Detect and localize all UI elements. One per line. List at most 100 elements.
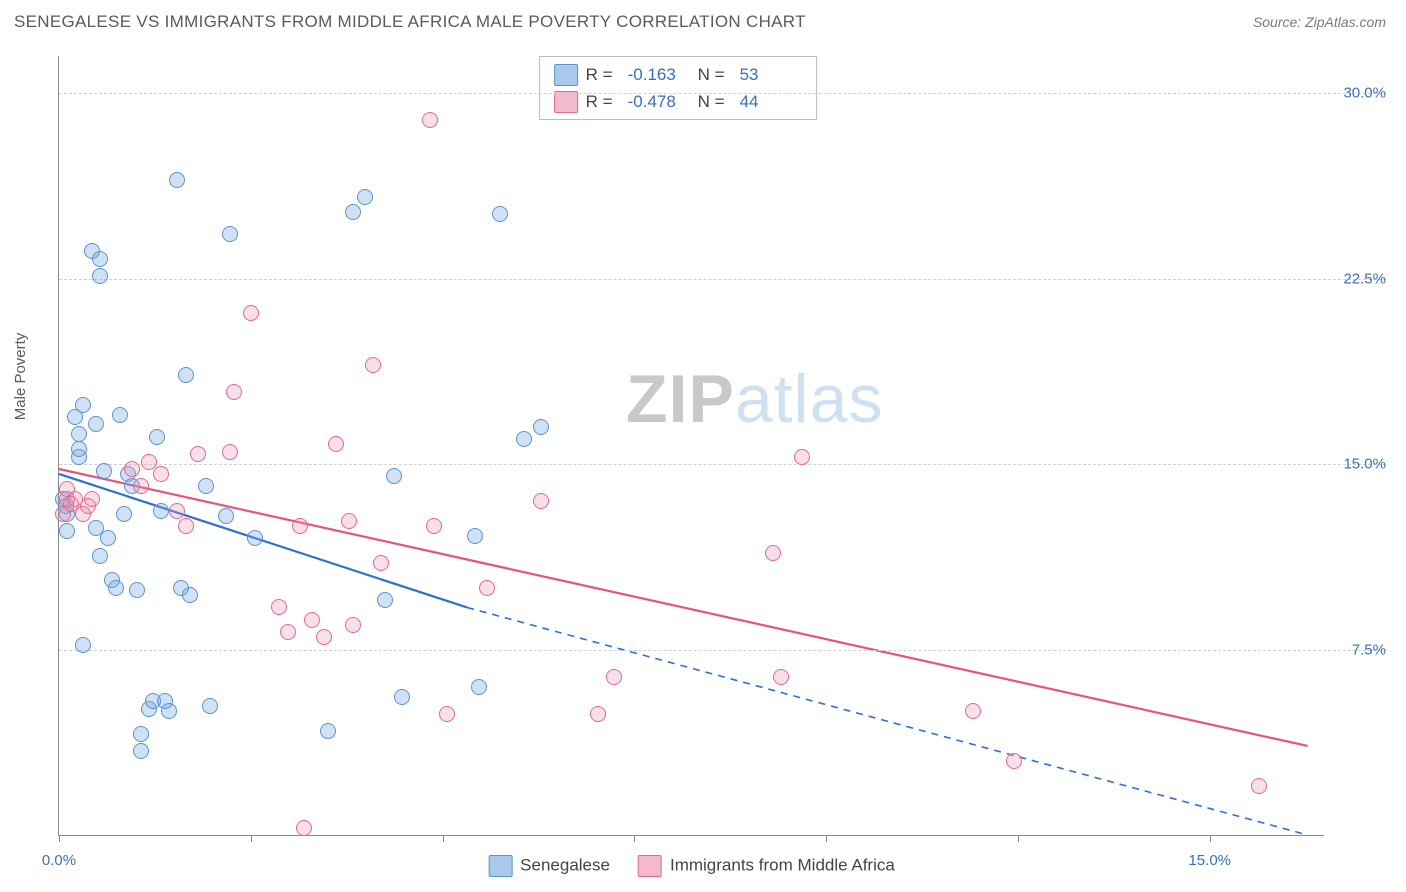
data-point (153, 466, 169, 482)
data-point (222, 444, 238, 460)
data-point (296, 820, 312, 836)
watermark-light: atlas (735, 361, 884, 437)
data-point (218, 508, 234, 524)
data-point (386, 468, 402, 484)
watermark-bold: ZIP (626, 361, 735, 437)
correlation-legend: R =-0.163N =53R =-0.478N =44 (539, 56, 817, 120)
series-legend-item: Senegalese (488, 855, 610, 877)
data-point (116, 506, 132, 522)
legend-swatch (554, 64, 578, 86)
data-point (243, 305, 259, 321)
data-point (357, 189, 373, 205)
series-label: Senegalese (520, 855, 610, 874)
data-point (112, 407, 128, 423)
data-point (280, 624, 296, 640)
data-point (492, 206, 508, 222)
x-tick (1018, 835, 1019, 842)
source-label: Source: ZipAtlas.com (1253, 14, 1386, 30)
data-point (133, 743, 149, 759)
data-point (92, 548, 108, 564)
data-point (479, 580, 495, 596)
data-point (377, 592, 393, 608)
series-legend-item: Immigrants from Middle Africa (638, 855, 895, 877)
data-point (149, 429, 165, 445)
data-point (92, 251, 108, 267)
gridline (59, 279, 1386, 280)
data-point (533, 493, 549, 509)
data-point (169, 503, 185, 519)
x-tick-label: 0.0% (42, 852, 76, 869)
gridline (59, 464, 1386, 465)
data-point (590, 706, 606, 722)
x-tick-label: 15.0% (1188, 852, 1231, 869)
chart-title: SENEGALESE VS IMMIGRANTS FROM MIDDLE AFR… (14, 12, 806, 32)
y-tick-label: 15.0% (1343, 456, 1386, 473)
regression-lines (59, 56, 1324, 835)
data-point (153, 503, 169, 519)
legend-swatch (638, 855, 662, 877)
gridline (59, 650, 1386, 651)
data-point (606, 669, 622, 685)
series-label: Immigrants from Middle Africa (670, 855, 895, 874)
y-tick-label: 30.0% (1343, 85, 1386, 102)
data-point (1006, 753, 1022, 769)
data-point (247, 530, 263, 546)
x-tick (59, 835, 60, 842)
data-point (202, 698, 218, 714)
data-point (96, 463, 112, 479)
data-point (373, 555, 389, 571)
data-point (75, 397, 91, 413)
data-point (345, 204, 361, 220)
data-point (365, 357, 381, 373)
data-point (92, 268, 108, 284)
data-point (765, 545, 781, 561)
data-point (328, 436, 344, 452)
data-point (84, 491, 100, 507)
data-point (222, 226, 238, 242)
legend-r-label: R = (586, 61, 620, 88)
data-point (71, 441, 87, 457)
chart-container: Male Poverty ZIPatlas R =-0.163N =53R =-… (14, 44, 1392, 884)
data-point (471, 679, 487, 695)
data-point (59, 523, 75, 539)
y-axis-label: Male Poverty (12, 333, 29, 421)
data-point (75, 637, 91, 653)
data-point (439, 706, 455, 722)
data-point (133, 478, 149, 494)
x-tick (1210, 835, 1211, 842)
legend-n-label: N = (698, 61, 732, 88)
x-tick (251, 835, 252, 842)
data-point (190, 446, 206, 462)
data-point (320, 723, 336, 739)
plot-area: ZIPatlas R =-0.163N =53R =-0.478N =44 Se… (58, 56, 1324, 836)
data-point (71, 426, 87, 442)
legend-swatch (488, 855, 512, 877)
data-point (133, 726, 149, 742)
data-point (304, 612, 320, 628)
data-point (773, 669, 789, 685)
gridline (59, 93, 1386, 94)
data-point (178, 367, 194, 383)
legend-row: R =-0.163N =53 (554, 61, 802, 88)
y-tick-label: 22.5% (1343, 270, 1386, 287)
data-point (345, 617, 361, 633)
data-point (426, 518, 442, 534)
y-tick-label: 7.5% (1352, 641, 1386, 658)
data-point (161, 703, 177, 719)
data-point (1251, 778, 1267, 794)
data-point (965, 703, 981, 719)
data-point (422, 112, 438, 128)
data-point (129, 582, 145, 598)
data-point (794, 449, 810, 465)
data-point (533, 419, 549, 435)
data-point (467, 528, 483, 544)
data-point (341, 513, 357, 529)
x-tick (634, 835, 635, 842)
data-point (178, 518, 194, 534)
data-point (108, 580, 124, 596)
x-tick (443, 835, 444, 842)
data-point (182, 587, 198, 603)
data-point (271, 599, 287, 615)
data-point (316, 629, 332, 645)
legend-r-value: -0.163 (628, 61, 690, 88)
